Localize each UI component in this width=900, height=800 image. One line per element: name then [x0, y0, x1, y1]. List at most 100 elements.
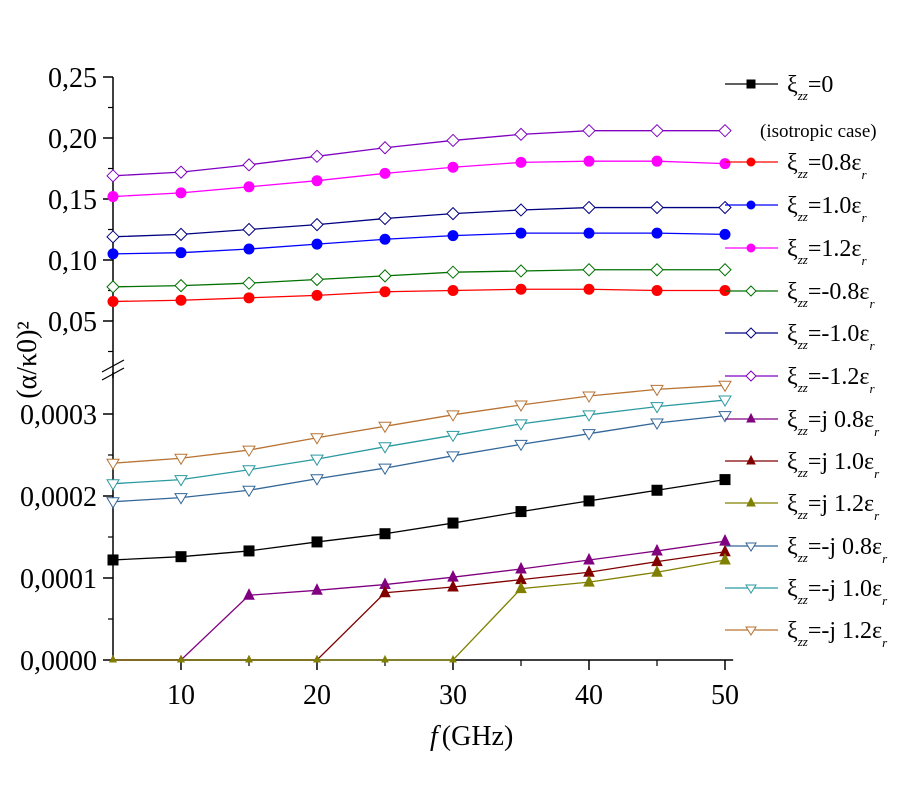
- legend-label-symbol: ξ: [787, 618, 798, 644]
- series-3: [107, 155, 731, 203]
- series-line: [113, 551, 726, 661]
- legend-label-epsilon-subscript: r: [861, 210, 867, 225]
- marker-diamond: [446, 133, 460, 148]
- series-line: [112, 130, 725, 177]
- x-ticks: 10 20 30 40 50: [167, 660, 739, 711]
- marker-triangle: [109, 654, 117, 663]
- marker-square: [651, 484, 663, 496]
- marker-triangle-down: [514, 400, 528, 412]
- marker-triangle: [379, 585, 391, 598]
- legend-label-epsilon-subscript: r: [869, 338, 875, 353]
- marker-diamond: [514, 264, 528, 278]
- marker-diamond: [446, 206, 460, 221]
- marker-triangle-down: [745, 584, 757, 594]
- series-line: [113, 540, 726, 661]
- marker-square: [107, 554, 119, 566]
- series-5: [106, 200, 732, 244]
- marker-diamond: [174, 278, 188, 293]
- series-line: [112, 414, 726, 503]
- marker-triangle: [651, 565, 663, 577]
- marker-circle: [107, 191, 119, 203]
- marker-triangle-down: [745, 626, 757, 636]
- y-axis-title-text: (α/κ0)²: [12, 321, 43, 399]
- marker-triangle-down: [514, 439, 528, 452]
- x-axis-title-var: f: [430, 721, 441, 752]
- series-8: [109, 544, 731, 663]
- legend-label-epsilon-subscript: r: [882, 551, 888, 566]
- marker-diamond: [242, 158, 256, 172]
- marker-diamond: [582, 200, 596, 215]
- legend-label-value: =1.2ε: [808, 236, 862, 262]
- series-line: [112, 384, 726, 464]
- series-line: [112, 206, 725, 238]
- legend-label-value: =-j 1.2ε: [808, 618, 882, 644]
- legend-label-value: =0: [808, 72, 834, 98]
- marker-diamond: [650, 263, 664, 277]
- series-line: [112, 399, 726, 485]
- legend-label-symbol: ξ: [787, 491, 798, 517]
- marker-circle: [243, 243, 255, 255]
- legend-label-symbol: ξ: [787, 193, 798, 219]
- legend-label-value: =0.8ε: [808, 150, 862, 176]
- legend-item: ξzz=0: [725, 72, 833, 103]
- legend-label: ξzz=-j 1.0εr: [787, 576, 888, 608]
- marker-circle: [447, 161, 459, 173]
- legend-item: ξzz=-0.8εr: [725, 279, 875, 311]
- marker-circle: [447, 285, 459, 296]
- legend-label-value: =j 1.0ε: [808, 449, 874, 475]
- legend-label-subscript: zz: [797, 209, 808, 224]
- series-7: [109, 533, 731, 663]
- marker-circle: [175, 294, 187, 306]
- marker-triangle-down: [446, 430, 460, 443]
- legend-label-subscript: zz: [797, 166, 808, 181]
- marker-circle: [583, 283, 595, 295]
- marker-circle: [175, 247, 187, 259]
- marker-diamond: [514, 203, 528, 217]
- legend-label: ξzz=1.2εr: [787, 236, 867, 268]
- marker-triangle: [243, 588, 255, 600]
- series-layer: [106, 123, 732, 663]
- marker-triangle: [515, 581, 527, 594]
- legend-label-epsilon-subscript: r: [874, 508, 880, 523]
- legend-label-subscript: zz: [797, 507, 808, 522]
- marker-circle: [651, 227, 663, 239]
- legend-label-epsilon-subscript: r: [874, 424, 880, 439]
- marker-diamond: [514, 127, 528, 142]
- legend-label: ξzz=-1.0εr: [787, 321, 875, 353]
- marker-triangle-down: [582, 429, 596, 441]
- marker-square: [746, 79, 756, 89]
- marker-triangle: [746, 496, 756, 507]
- marker-triangle: [381, 654, 389, 663]
- legend-label-value: =1.0ε: [808, 193, 862, 219]
- legend-label-epsilon-subscript: r: [861, 167, 867, 182]
- marker-triangle: [746, 412, 756, 423]
- marker-diamond: [310, 217, 324, 232]
- marker-triangle-down: [446, 410, 460, 422]
- marker-diamond: [718, 263, 732, 277]
- legend-label-subscript: zz: [797, 337, 808, 352]
- marker-circle: [746, 157, 756, 167]
- marker-triangle-down: [378, 421, 392, 434]
- legend-label-epsilon-subscript: r: [874, 466, 880, 481]
- marker-circle: [175, 187, 187, 199]
- legend-label: ξzz=-j 0.8εr: [787, 534, 888, 566]
- legend-label-value: =-j 1.0ε: [808, 576, 882, 602]
- marker-diamond: [582, 263, 596, 277]
- legend-label-subscript: zz: [797, 592, 808, 607]
- legend-label: ξzz=0.8εr: [787, 150, 867, 182]
- marker-diamond: [745, 370, 757, 382]
- marker-diamond: [582, 123, 596, 138]
- upper-y-tick-label: 0,25: [48, 63, 97, 94]
- legend-label: ξzz=1.0εr: [787, 193, 867, 225]
- axis-break-mark: [101, 359, 125, 373]
- marker-circle: [515, 283, 527, 295]
- marker-triangle: [311, 583, 323, 595]
- marker-diamond: [310, 149, 324, 164]
- marker-circle: [107, 248, 119, 260]
- legend-label-epsilon-subscript: r: [861, 253, 867, 268]
- legend-item: ξzz=-j 1.2εr: [725, 618, 888, 650]
- marker-triangle: [313, 654, 321, 663]
- legend-label-symbol: ξ: [787, 407, 798, 433]
- marker-circle: [379, 167, 391, 179]
- marker-triangle-down: [310, 433, 324, 445]
